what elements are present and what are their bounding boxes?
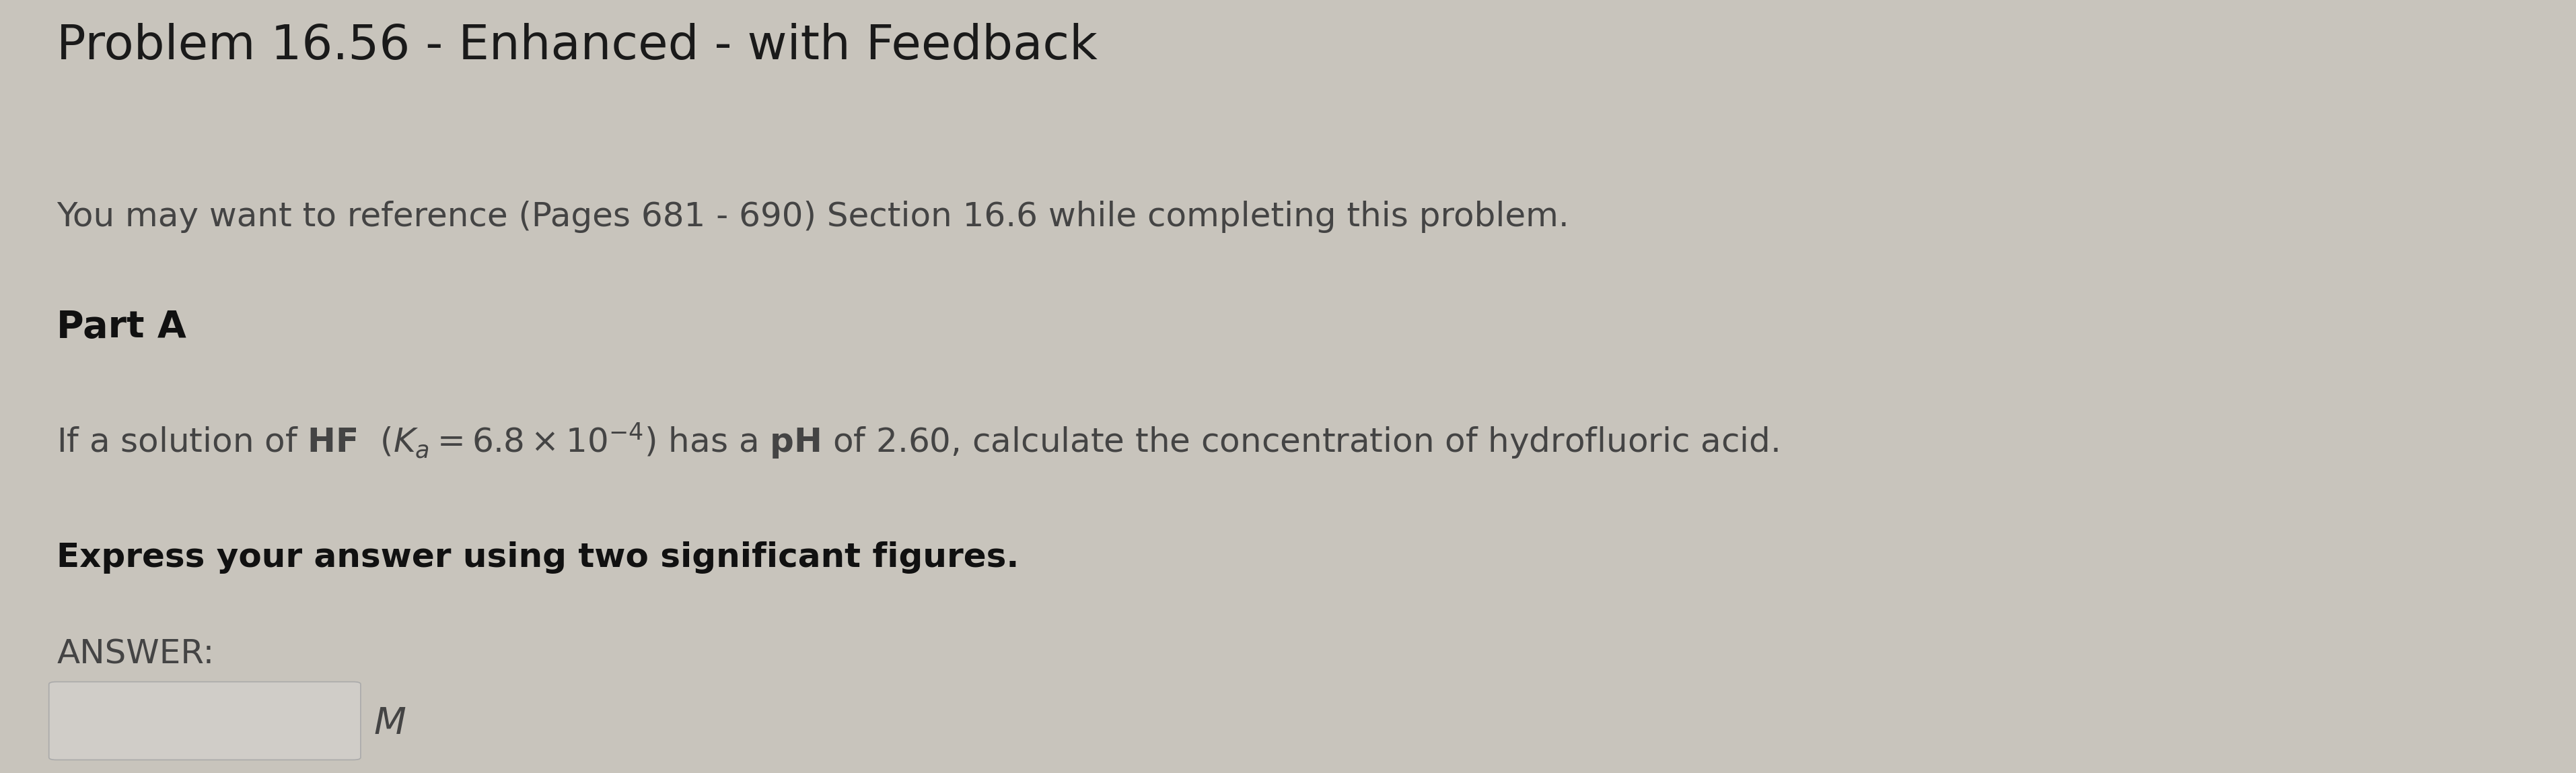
Text: ANSWER:: ANSWER:	[57, 638, 214, 670]
FancyBboxPatch shape	[49, 682, 361, 760]
Text: $\mathit{M}$: $\mathit{M}$	[374, 706, 407, 742]
Text: Problem 16.56 - Enhanced - with Feedback: Problem 16.56 - Enhanced - with Feedback	[57, 23, 1097, 70]
Text: If a solution of $\mathbf{HF}$  $(K_a = 6.8 \times 10^{-4})$ has a $\mathbf{pH}$: If a solution of $\mathbf{HF}$ $(K_a = 6…	[57, 421, 1777, 461]
Text: You may want to reference (Pages 681 - 690) Section 16.6 while completing this p: You may want to reference (Pages 681 - 6…	[57, 201, 1569, 233]
Text: Express your answer using two significant figures.: Express your answer using two significan…	[57, 541, 1020, 574]
Text: Part A: Part A	[57, 309, 185, 346]
